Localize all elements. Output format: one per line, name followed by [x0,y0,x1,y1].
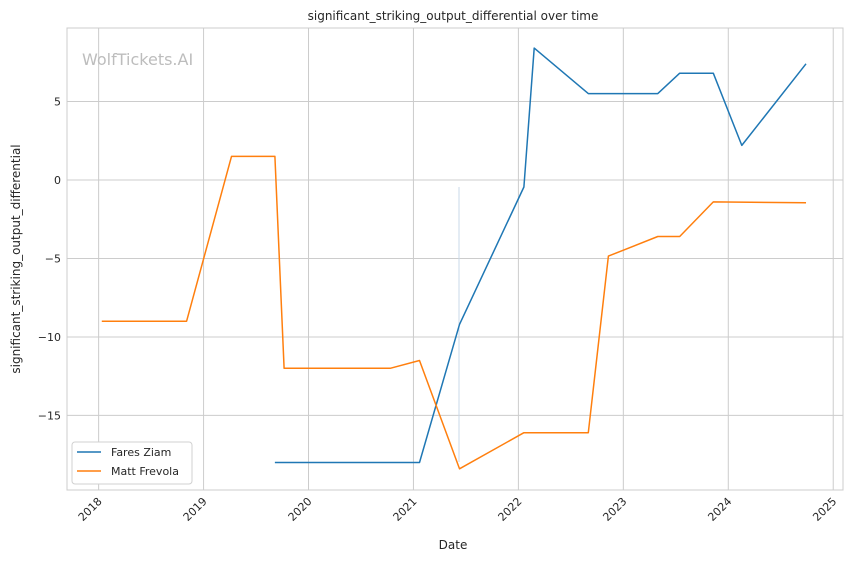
y-tick-label: 0 [54,174,61,187]
y-tick-label: −5 [45,252,61,265]
legend: Fares Ziam Matt Frevola [72,442,192,484]
x-tick-label: 2023 [600,495,629,524]
series-line-matt-frevola [102,156,806,468]
x-tick-label: 2018 [76,495,105,524]
x-tick-label: 2020 [286,495,315,524]
x-tick-label: 2024 [705,495,734,524]
legend-label-fares-ziam: Fares Ziam [111,446,171,459]
grid [67,28,843,490]
legend-label-matt-frevola: Matt Frevola [111,465,179,478]
y-tick-label: −15 [38,409,61,422]
y-ticks: 5 0 −5 −10 −15 [38,95,61,422]
y-tick-label: 5 [54,95,61,108]
plot-frame [67,28,843,490]
y-tick-label: −10 [38,331,61,344]
x-axis-label: Date [439,538,468,552]
watermark: WolfTickets.AI [82,50,193,69]
x-ticks: 2018 2019 2020 2021 2022 2023 2024 2025 [76,495,840,524]
x-tick-label: 2021 [391,495,420,524]
chart-title: significant_striking_output_differential… [308,9,599,23]
x-tick-label: 2019 [181,495,210,524]
x-tick-label: 2025 [810,495,839,524]
series-line-fares-ziam [275,48,806,462]
y-axis-label: significant_striking_output_differential [9,144,23,373]
x-tick-label: 2022 [496,495,525,524]
